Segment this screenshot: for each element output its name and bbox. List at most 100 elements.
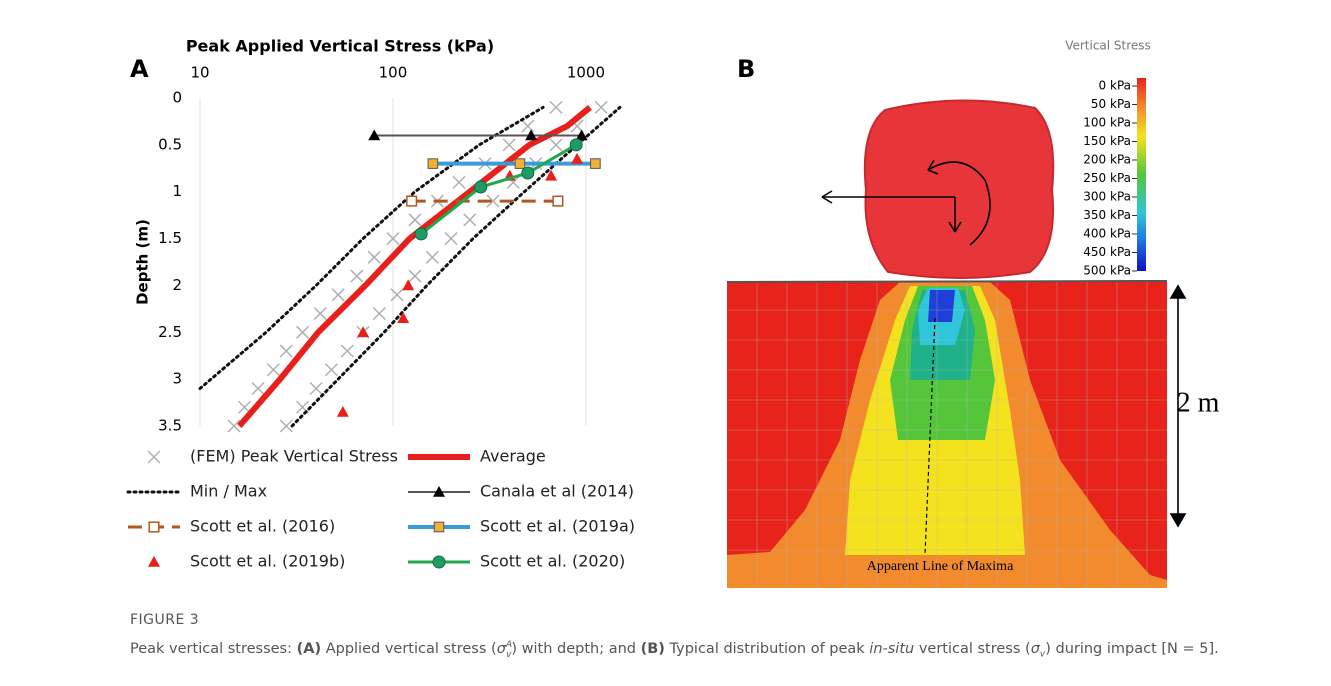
y-tick-label: 3	[172, 370, 182, 388]
colorbar-label: 500 kPa	[1083, 264, 1131, 278]
figure: A Peak Applied Vertical Stress (kPa) Dep…	[126, 37, 1220, 588]
marker	[402, 279, 415, 291]
marker	[296, 325, 310, 339]
y-tick-label: 0.5	[158, 135, 182, 153]
marker	[350, 269, 364, 283]
marker	[514, 158, 526, 169]
marker	[309, 381, 323, 396]
figure-label: FIGURE 3	[130, 612, 200, 628]
legend-label: Min / Max	[190, 482, 267, 501]
marker	[324, 363, 338, 377]
contour-plot	[726, 280, 1168, 588]
marker	[266, 363, 280, 377]
legend-label: (FEM) Peak Vertical Stress	[190, 447, 398, 466]
marker	[521, 166, 535, 180]
maxima-line	[924, 317, 936, 556]
marker	[575, 129, 588, 141]
marker	[397, 312, 410, 324]
marker	[590, 158, 601, 169]
caption-part: vertical stress (	[914, 640, 1031, 657]
legend-label: Scott et al. (2020)	[480, 552, 625, 571]
legend-label: Scott et al. (2019b)	[190, 552, 345, 571]
marker	[474, 180, 488, 194]
panel-label: A	[130, 55, 149, 83]
marker	[227, 419, 241, 433]
marker	[571, 152, 584, 164]
series-line	[420, 143, 577, 236]
caption-part: v	[506, 649, 512, 660]
marker	[594, 100, 608, 114]
caption-part: in-situ	[869, 640, 915, 657]
arrows	[821, 159, 1187, 528]
caption-part: σ	[496, 640, 506, 657]
marker	[549, 138, 563, 152]
marker	[425, 250, 439, 264]
x-tick-label: 10	[190, 64, 209, 82]
marker	[525, 129, 538, 141]
plot-a: 10 100 1000 0 0.5 1 1.5 2 2.5 3 3.5	[158, 64, 622, 435]
marker	[386, 232, 400, 246]
marker	[279, 344, 293, 358]
marker	[444, 232, 458, 246]
series-line	[198, 105, 622, 428]
marker	[521, 119, 535, 133]
colorbar-label: 250 kPa	[1083, 171, 1131, 185]
marker	[552, 195, 564, 207]
legend-label: Scott et al. (2019a)	[480, 517, 635, 536]
caption-part: Typical distribution of peak	[664, 640, 870, 657]
marker	[251, 381, 265, 396]
marker	[336, 405, 349, 417]
colorbar-title: Vertical Stress	[1065, 39, 1151, 53]
caption-part: ) with depth; and	[511, 640, 641, 657]
legend-marker	[147, 450, 161, 464]
colorbar-labels: 0 kPa 50 kPa 100 kPa 150 kPa 200 kPa 250 kPa 3…	[1083, 79, 1137, 278]
legend-label: Canala et al (2014)	[480, 482, 634, 501]
marker	[406, 195, 418, 207]
marker	[372, 307, 386, 321]
legend-label: Average	[480, 447, 546, 466]
rock	[863, 99, 1055, 279]
marker	[502, 138, 516, 152]
marker	[549, 100, 563, 114]
marker	[331, 288, 345, 302]
colorbar-label: 400 kPa	[1083, 227, 1131, 241]
scale-label: 2 m	[1177, 387, 1220, 418]
y-tick-label: 3.5	[158, 417, 182, 435]
caption-part: σ	[1030, 640, 1040, 657]
marker	[545, 169, 558, 181]
marker	[367, 250, 381, 264]
caption-part: Applied vertical stress (	[321, 640, 497, 657]
marker	[463, 213, 477, 227]
y-tick-label: 0	[172, 89, 182, 107]
marker	[414, 227, 428, 241]
marker	[390, 288, 404, 302]
colorbar-label: 300 kPa	[1083, 190, 1131, 204]
y-axis-label: Depth (m)	[134, 219, 152, 305]
caption-part: (A)	[296, 640, 322, 657]
maxima-label: Apparent Line of Maxima	[867, 559, 1014, 574]
legend-marker	[432, 555, 446, 569]
marker	[357, 326, 370, 338]
colorbar-label: 100 kPa	[1083, 116, 1131, 130]
y-tick-label: 1.5	[158, 229, 182, 247]
panel-label: B	[737, 55, 755, 83]
legend-marker	[433, 486, 445, 497]
caption-part: ) during impact [N = 5].	[1045, 640, 1219, 657]
caption-text: Peak vertical stresses: (A) Applied vert…	[130, 640, 1219, 660]
marker	[279, 419, 293, 433]
colorbar-label: 0 kPa	[1099, 79, 1131, 93]
caption-part: A	[505, 640, 513, 650]
zone-blue	[928, 290, 955, 322]
colorbar-label: 50 kPa	[1091, 97, 1131, 111]
mesh	[727, 281, 1167, 588]
legend: (FEM) Peak Vertical Stress Average Min / M…	[126, 447, 635, 571]
ground-surface	[726, 280, 1168, 283]
y-tick-label: 1	[172, 182, 182, 200]
marker	[486, 194, 500, 208]
caption-part: v	[1039, 649, 1046, 660]
colorbar-label: 350 kPa	[1083, 208, 1131, 222]
y-tick-label: 2	[172, 276, 182, 294]
caption-part: Peak vertical stresses:	[130, 640, 297, 657]
legend-label: Scott et al. (2016)	[190, 517, 335, 536]
y-tick-label: 2.5	[158, 323, 182, 341]
